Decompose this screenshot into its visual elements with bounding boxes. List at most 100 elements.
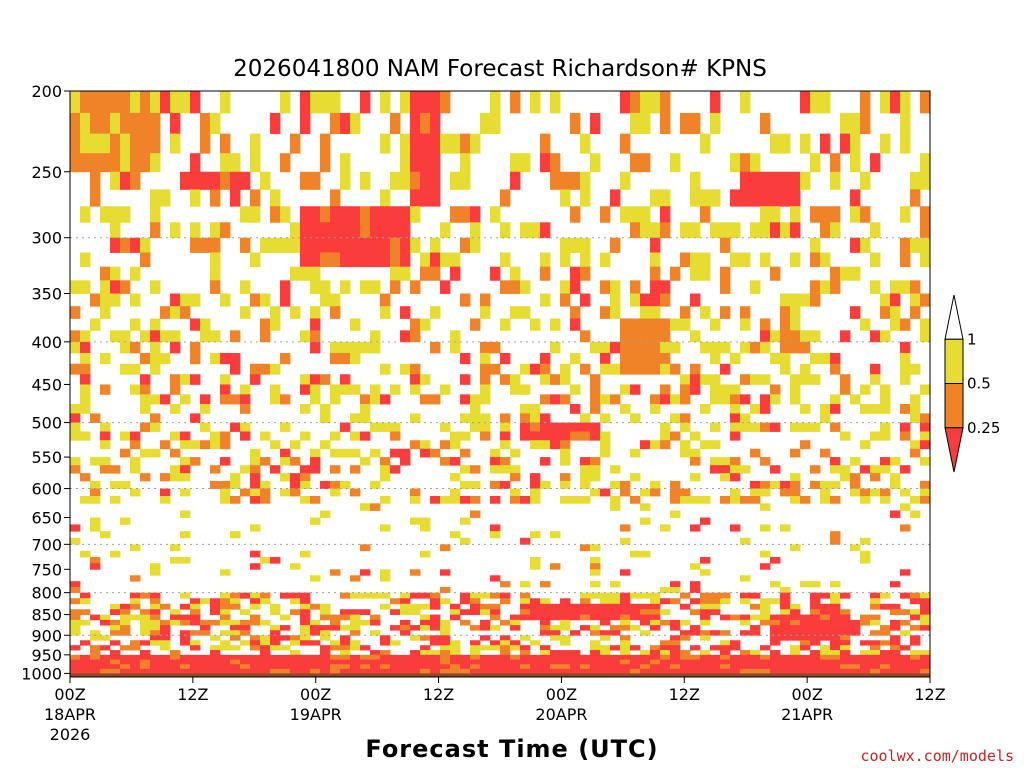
heatmap-cell [570,206,581,223]
heatmap-cell [160,640,171,646]
heatmap-cell [290,306,301,319]
heatmap-cell [250,252,261,268]
heatmap-cell [100,668,111,674]
heatmap-cell [850,153,861,173]
heatmap-cell [650,394,661,405]
heatmap-cell [600,206,611,223]
heatmap-cell [470,133,481,154]
heatmap-cell [340,480,351,489]
heatmap-cell [390,171,401,190]
heatmap-cell [200,625,211,631]
heatmap-cell [320,614,331,621]
heatmap-cell [420,133,431,154]
heatmap-cell [920,91,931,114]
heatmap-cell [450,609,461,615]
heatmap-cell [790,293,801,307]
heatmap-cell [440,544,451,552]
heatmap-cell [250,457,261,466]
heatmap-cell [420,619,431,626]
heatmap-cell [140,237,151,253]
heatmap-cell [70,153,81,173]
heatmap-cell [710,457,721,466]
heatmap-cell [120,664,131,670]
heatmap-cell [650,619,661,626]
heatmap-cell [730,431,741,441]
heatmap-cell [560,659,571,665]
heatmap-cell [220,394,231,405]
heatmap-cell [170,91,181,114]
heatmap-cell [710,465,721,474]
heatmap-cell [340,592,351,599]
heatmap-cell [150,394,161,405]
heatmap-cell [300,431,311,441]
heatmap-cell [690,668,701,674]
heatmap-cell [150,592,161,599]
heatmap-cell [840,330,851,343]
heatmap-cell [640,318,651,331]
heatmap-cell [860,668,871,674]
heatmap-cell [90,171,101,190]
heatmap-cell [320,293,331,307]
heatmap-cell [900,422,911,432]
heatmap-cell [210,603,221,610]
heatmap-cell [80,640,91,646]
heatmap-cell [780,318,791,331]
heatmap-cell [270,635,281,641]
heatmap-cell [680,664,691,670]
heatmap-cell [100,206,111,223]
heatmap-cell [780,222,791,239]
heatmap-cell [200,237,211,253]
heatmap-cell [530,654,541,660]
heatmap-cell [150,206,161,223]
heatmap-cell [280,206,291,223]
heatmap-cell [720,237,731,253]
heatmap-cell [610,654,621,660]
heatmap-cell [740,592,751,599]
heatmap-cell [770,640,781,646]
heatmap-cell [770,659,781,665]
heatmap-cell [800,330,811,343]
heatmap-cell [410,280,421,294]
heatmap-cell [450,431,461,441]
heatmap-cell [690,524,701,532]
heatmap-cell [470,422,481,432]
heatmap-cell [690,363,701,375]
heatmap-cell [570,496,581,504]
heatmap-cell [510,374,521,385]
heatmap-cell [220,488,231,497]
heatmap-cell [160,440,171,450]
heatmap-cell [710,603,721,610]
heatmap-cell [570,384,581,395]
heatmap-cell [510,659,521,665]
heatmap-cell [270,664,281,670]
heatmap-cell [710,394,721,405]
heatmap-cell [680,306,691,319]
heatmap-cell [660,352,671,365]
heatmap-cell [760,394,771,405]
legend-label: 1 [967,330,977,348]
heatmap-cell [680,654,691,660]
heatmap-cell [370,619,381,626]
heatmap-cell [600,341,611,354]
heatmap-cell [220,609,231,615]
heatmap-cell [250,473,261,482]
heatmap-cell [110,465,121,474]
heatmap-cell [640,609,651,615]
heatmap-cell [110,206,121,223]
heatmap-cell [800,625,811,631]
heatmap-cell [240,619,251,626]
heatmap-cell [250,659,261,665]
heatmap-cell [540,352,551,365]
heatmap-cell [460,352,471,365]
heatmap-cell [480,664,491,670]
heatmap-cell [790,330,801,343]
heatmap-cell [620,659,631,665]
heatmap-cell [370,280,381,294]
heatmap-cell [130,465,141,474]
heatmap-cell [860,496,871,504]
heatmap-cell [110,330,121,343]
heatmap-cell [760,603,771,610]
heatmap-cell [920,318,931,331]
heatmap-cell [630,603,641,610]
heatmap-cell [270,384,281,395]
